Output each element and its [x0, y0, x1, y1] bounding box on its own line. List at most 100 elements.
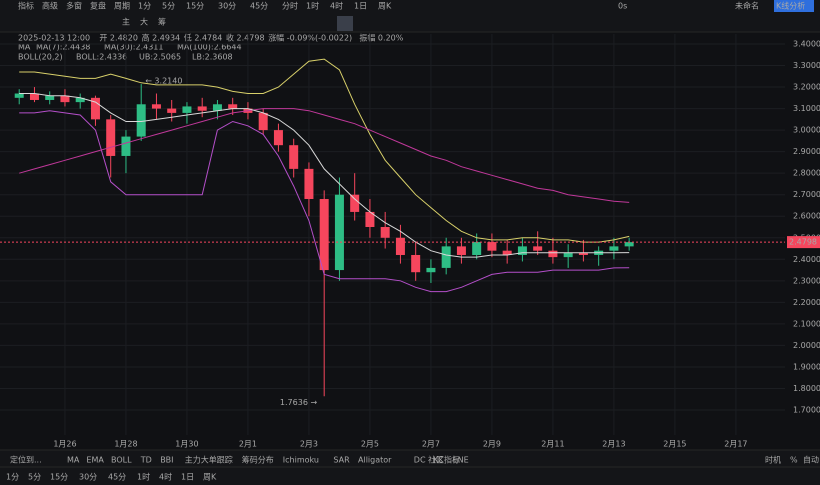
- x-tick-label: 2月3: [300, 440, 318, 449]
- indicator-tab[interactable]: Alligator: [358, 456, 392, 465]
- toolbar-item[interactable]: 4时: [330, 1, 343, 11]
- info: 振幅 0.20%: [359, 33, 403, 43]
- toolbar-item[interactable]: 周期: [114, 2, 130, 11]
- timeframe[interactable]: 45分: [108, 473, 126, 482]
- x-tick-label: 1月30: [175, 440, 198, 449]
- timeframe[interactable]: 1时: [137, 472, 150, 482]
- y-tick-label: 2.4000: [793, 255, 820, 264]
- candle-body: [258, 112, 268, 131]
- boll-legend: UB:2.5065: [139, 53, 181, 62]
- timeframe[interactable]: 1日: [181, 473, 194, 482]
- indicator-tab[interactable]: BOLL: [111, 456, 132, 465]
- bottom-right[interactable]: 时机: [765, 455, 781, 465]
- toolbar-item[interactable]: 1分: [138, 2, 151, 11]
- timeframe[interactable]: 5分: [28, 473, 41, 482]
- toolbar-item[interactable]: 指标: [18, 1, 34, 11]
- indicator-tab[interactable]: 主力大单跟踪: [185, 455, 233, 465]
- indicator-tab[interactable]: TD: [140, 456, 152, 465]
- candle-body: [136, 104, 146, 137]
- indicator-tab[interactable]: DC: [414, 456, 426, 465]
- y-tick-label: 2.2000: [793, 298, 820, 307]
- toolbar-item[interactable]: 多窗: [66, 1, 82, 11]
- indicator-tab[interactable]: 定位到...: [10, 455, 42, 465]
- candle-body: [197, 106, 207, 111]
- candle-body: [319, 199, 329, 271]
- x-tick-label: 2月13: [602, 440, 625, 449]
- candle-body: [517, 246, 527, 255]
- indicator-tab[interactable]: MA: [67, 456, 80, 465]
- toolbar-item[interactable]: 1日: [354, 2, 367, 11]
- active-tool: [337, 16, 353, 31]
- timeframe[interactable]: 15分: [50, 473, 68, 482]
- bottom-right[interactable]: 自动: [803, 455, 819, 465]
- toolbar-item[interactable]: 复盘: [90, 1, 106, 11]
- draw-tool[interactable]: 筹: [158, 17, 166, 27]
- candle-body: [350, 194, 360, 212]
- x-tick-label: 2月11: [541, 440, 564, 449]
- toolbar-item[interactable]: 5分: [162, 2, 175, 11]
- info: 低 2.4784: [184, 33, 223, 43]
- candle-body: [182, 106, 192, 113]
- indicator-line: [19, 58, 630, 243]
- toolbar-item[interactable]: 分时: [282, 1, 298, 11]
- y-tick-label: 1.8000: [793, 384, 820, 393]
- y-tick-label: 3.0000: [793, 126, 820, 135]
- toolbar-item[interactable]: 15分: [186, 2, 204, 11]
- timeframe[interactable]: 周K: [203, 473, 217, 482]
- timeframe[interactable]: 1分: [6, 473, 19, 482]
- candle-body: [533, 246, 543, 251]
- y-tick-label: 1.9000: [793, 362, 820, 371]
- toolbar-item[interactable]: 1时: [306, 1, 319, 11]
- ma-legend: MA: [18, 43, 31, 52]
- x-tick-label: 2月1: [239, 440, 257, 449]
- x-tick-label: 1月26: [53, 440, 76, 449]
- indicator-tab[interactable]: BBI: [160, 456, 173, 465]
- candle-body: [548, 250, 558, 258]
- y-tick-label: 3.2000: [793, 83, 820, 92]
- y-tick-label: 3.4000: [793, 40, 820, 49]
- community[interactable]: 社区指标: [428, 455, 460, 465]
- candle-body: [228, 104, 238, 109]
- x-tick-label: 1月28: [114, 440, 137, 449]
- y-tick-label: 2.8000: [793, 169, 820, 178]
- candle-body: [502, 250, 512, 255]
- toolbar-item[interactable]: 周K: [378, 2, 392, 11]
- candle-body: [45, 95, 55, 100]
- toolbar-right[interactable]: 0s: [618, 2, 627, 11]
- indicator-tab[interactable]: ENE: [453, 456, 469, 465]
- toolbar-item[interactable]: 高级: [42, 1, 58, 11]
- draw-tool[interactable]: 大: [140, 17, 148, 27]
- candle-body: [578, 252, 588, 255]
- indicator-tab[interactable]: KC: [433, 456, 444, 465]
- y-tick-label: 2.7000: [793, 190, 820, 199]
- timeframe[interactable]: 4时: [159, 472, 172, 482]
- toolbar-item[interactable]: 45分: [250, 2, 268, 11]
- y-tick-label: 2.6000: [793, 212, 820, 221]
- candle-body: [273, 130, 283, 146]
- last-price-label: 2.4798: [789, 238, 817, 247]
- toolbar-right[interactable]: 未命名: [735, 1, 759, 11]
- y-tick-label: 2.0000: [793, 341, 820, 350]
- indicator-tab[interactable]: 筹码分布: [242, 455, 274, 465]
- price-annotation: 1.7636 →: [280, 398, 318, 407]
- indicator-tab[interactable]: Ichimoku: [283, 456, 319, 465]
- toolbar-item[interactable]: 30分: [218, 2, 236, 11]
- bottom-right[interactable]: %: [790, 456, 798, 465]
- k-analysis-btn[interactable]: [774, 0, 814, 12]
- candle-body: [60, 95, 70, 103]
- candle-body: [609, 246, 619, 251]
- candle-body: [411, 254, 421, 273]
- candle-body: [289, 145, 299, 169]
- indicator-tab[interactable]: SAR: [333, 456, 350, 465]
- ma-legend: MA(30):2.4311: [104, 43, 163, 52]
- timeframe[interactable]: 30分: [79, 473, 97, 482]
- x-tick-label: 2月17: [724, 440, 747, 449]
- toolbar-right[interactable]: K线分析: [776, 1, 805, 11]
- candle-body: [365, 211, 375, 227]
- last-price-box: [787, 236, 820, 249]
- indicator-tab[interactable]: EMA: [86, 456, 104, 465]
- draw-tool[interactable]: 主: [122, 17, 130, 27]
- candle-body: [212, 104, 222, 111]
- candle-body: [426, 267, 436, 273]
